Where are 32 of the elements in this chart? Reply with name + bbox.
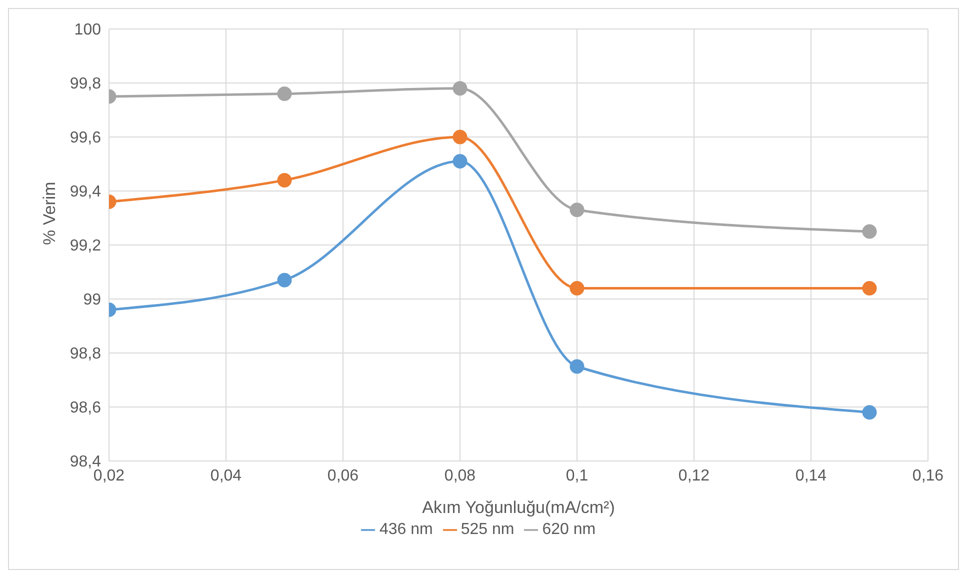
y-tick-label: 99,4 [70, 184, 102, 201]
x-tick-label: 0,1 [566, 467, 588, 484]
y-tick-label: 99,2 [70, 238, 102, 255]
point [277, 272, 292, 288]
point [452, 81, 468, 96]
x-tick-label: 0,16 [912, 467, 944, 484]
x-tick-label: 0,14 [795, 467, 827, 484]
y-tick-label: 98,8 [70, 346, 102, 363]
point [277, 172, 292, 188]
legend-label: 620 nm [542, 521, 596, 538]
legend-label: 525 nm [460, 521, 514, 538]
point [862, 280, 877, 296]
y-tick-label: 99,8 [70, 76, 102, 93]
y-tick-label: 99 [83, 292, 102, 309]
point [452, 154, 468, 169]
x-tick-label: 0,04 [210, 467, 242, 484]
x-axis-title: Akım Yoğunluğu(mA/cm²) [422, 498, 615, 517]
legend-label: 436 nm [379, 521, 433, 538]
x-tick-label: 0,12 [678, 467, 710, 484]
y-tick-label: 100 [74, 22, 102, 39]
point [570, 280, 584, 296]
point [452, 130, 468, 144]
point [570, 202, 584, 218]
x-tick-label: 0,08 [444, 467, 476, 484]
y-axis-title: % Verim [40, 182, 60, 245]
point [570, 359, 584, 374]
y-tick-label: 99,6 [70, 130, 102, 147]
point [862, 224, 877, 239]
point [862, 405, 877, 420]
x-tick-label: 0,06 [327, 467, 359, 484]
point [277, 86, 292, 102]
y-tick-label: 98,6 [70, 400, 102, 417]
